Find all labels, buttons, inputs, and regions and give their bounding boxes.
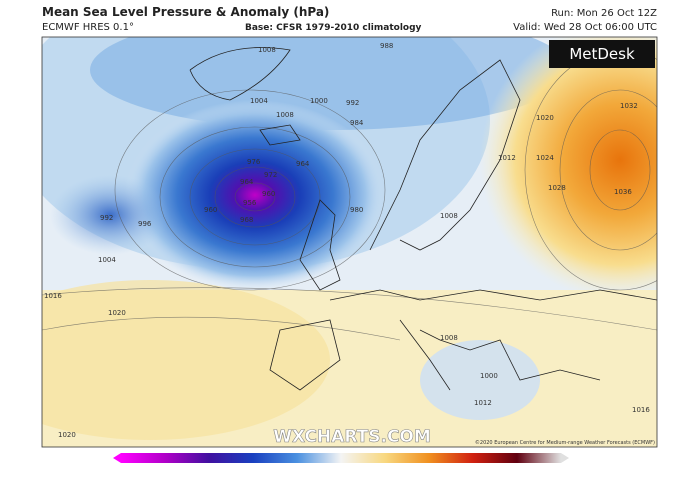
isobar-label: 1016 <box>44 292 62 300</box>
isobar-label: 1036 <box>614 188 632 196</box>
run: Run: Mon 26 Oct 12Z <box>551 8 657 19</box>
isobar-label: 1012 <box>474 399 492 407</box>
isobar-label: 968 <box>240 216 253 224</box>
model: ECMWF HRES 0.1° <box>42 22 134 33</box>
isobar-label: 1000 <box>310 97 328 105</box>
isobar-label: 1008 <box>276 111 294 119</box>
isobar-label: 956 <box>243 199 257 207</box>
isobar-label: 992 <box>100 214 113 222</box>
isobar-label: 1000 <box>480 372 498 380</box>
coastlines <box>189 47 657 391</box>
isobar-label: 980 <box>350 206 363 214</box>
isobar-labels: 1008 1004 1008 1000 988 984 992 976 972 … <box>44 42 650 439</box>
isobar-label: 964 <box>240 178 254 186</box>
isobar-label: 972 <box>264 171 277 179</box>
valid: Valid: Wed 28 Oct 06:00 UTC <box>513 22 657 33</box>
isobar-label: 964 <box>296 160 310 168</box>
isobar-label: 1008 <box>258 46 276 54</box>
isobar-label: 1008 <box>440 212 458 220</box>
isobar-label: 1020 <box>536 114 554 122</box>
watermark: WXCHARTS.COM <box>273 427 431 447</box>
logo: MetDesk <box>569 45 635 63</box>
isobar-label: 996 <box>138 220 152 228</box>
isobar-label: 1004 <box>250 97 268 105</box>
map: MetDesk WXCHARTS.COM ©2020 European Cent… <box>42 37 657 447</box>
isobar-label: 992 <box>346 99 359 107</box>
isobar-label: 1028 <box>548 184 566 192</box>
isobar-label: 1024 <box>536 154 554 162</box>
isobar-label: 988 <box>380 42 393 50</box>
isobar-label: 984 <box>350 119 364 127</box>
colorbar <box>113 453 569 463</box>
colorbar-gradient <box>121 453 561 463</box>
isobar-label: 1012 <box>498 154 516 162</box>
logo-box <box>549 40 655 68</box>
isobar-label: 1004 <box>98 256 116 264</box>
title: Mean Sea Level Pressure & Anomaly (hPa) <box>42 5 329 19</box>
isobar-label: 1008 <box>440 334 458 342</box>
base: Base: CFSR 1979-2010 climatology <box>245 23 422 33</box>
isobar-label: 960 <box>262 190 275 198</box>
isobar-label: 1016 <box>632 406 650 414</box>
isobar-label: 1020 <box>108 309 126 317</box>
copyright: ©2020 European Centre for Medium-range W… <box>475 439 655 446</box>
isobar-label: 1032 <box>620 102 638 110</box>
isobar-label: 976 <box>247 158 261 166</box>
colorbar-arrow <box>113 453 121 463</box>
isobar-label: 960 <box>204 206 217 214</box>
map-frame <box>41 36 658 448</box>
colorbar-arrow <box>561 453 569 463</box>
isobar-label: 1020 <box>58 431 76 439</box>
